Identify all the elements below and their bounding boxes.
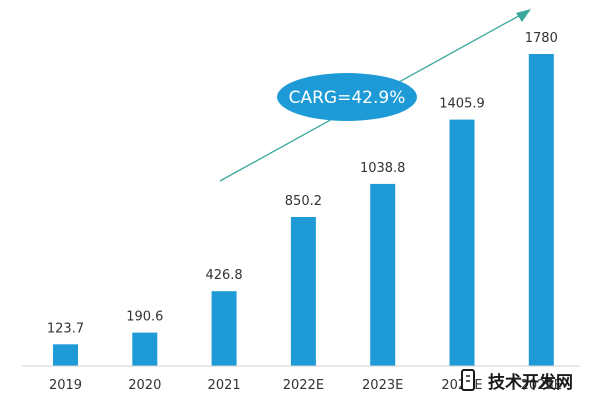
bar-2022E [290, 217, 316, 366]
cagr-label: CARG=42.9% [289, 88, 406, 108]
x-tick-2022E: 2022E [283, 378, 324, 393]
value-labels-layer: 123.7 190.6 426.8 850.2 1038.8 1405.9 1780 [47, 31, 558, 336]
watermark-logo-icon [461, 369, 475, 391]
value-label-2020: 190.6 [126, 310, 163, 325]
value-label-2019: 123.7 [47, 321, 84, 336]
watermark-text: 技术开发网 [488, 372, 573, 393]
bar-2020 [132, 332, 158, 366]
bar-2021 [211, 291, 237, 366]
bar-2024E [449, 119, 475, 366]
bars-layer [53, 54, 554, 366]
value-label-2023E: 1038.8 [360, 161, 406, 176]
value-label-2025E: 1780 [525, 31, 558, 46]
bar-2023E [370, 183, 396, 366]
x-tick-2023E: 2023E [362, 378, 403, 393]
x-tick-labels-layer: 2019202020212022E2023E2024E2025E [49, 378, 562, 393]
value-label-2024E: 1405.9 [439, 97, 485, 112]
value-label-2022E: 850.2 [285, 194, 322, 209]
bar-2025E [528, 54, 554, 366]
cagr-annotation: CARG=42.9% [219, 9, 531, 182]
x-tick-2021: 2021 [208, 378, 241, 393]
trend-arrow-head-icon [516, 9, 531, 22]
watermark: 技术开发网 [461, 369, 573, 393]
value-label-2021: 426.8 [205, 268, 242, 283]
x-tick-2025E: 2025E [521, 378, 562, 393]
x-tick-2019: 2019 [49, 378, 82, 393]
cagr-ellipse [277, 73, 417, 121]
bar-2019 [53, 344, 78, 366]
x-tick-2020: 2020 [128, 378, 161, 393]
